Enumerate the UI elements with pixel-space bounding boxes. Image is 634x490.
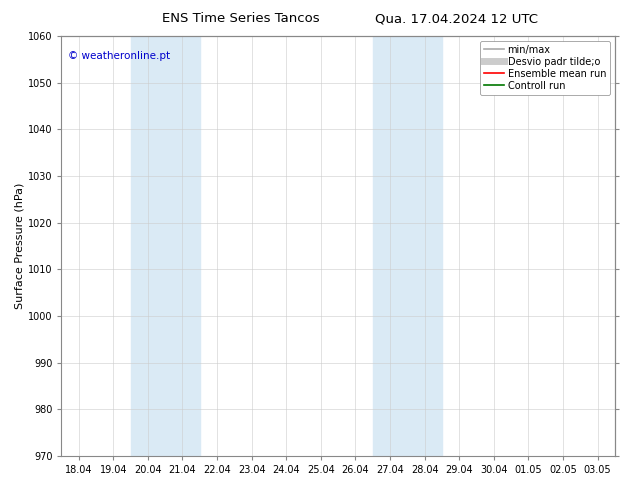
Legend: min/max, Desvio padr tilde;o, Ensemble mean run, Controll run: min/max, Desvio padr tilde;o, Ensemble m… xyxy=(481,41,610,95)
Text: ENS Time Series Tancos: ENS Time Series Tancos xyxy=(162,12,320,25)
Bar xyxy=(131,36,200,456)
Y-axis label: Surface Pressure (hPa): Surface Pressure (hPa) xyxy=(15,183,25,309)
Text: © weatheronline.pt: © weatheronline.pt xyxy=(68,51,170,61)
Text: Qua. 17.04.2024 12 UTC: Qua. 17.04.2024 12 UTC xyxy=(375,12,538,25)
Bar xyxy=(373,36,442,456)
